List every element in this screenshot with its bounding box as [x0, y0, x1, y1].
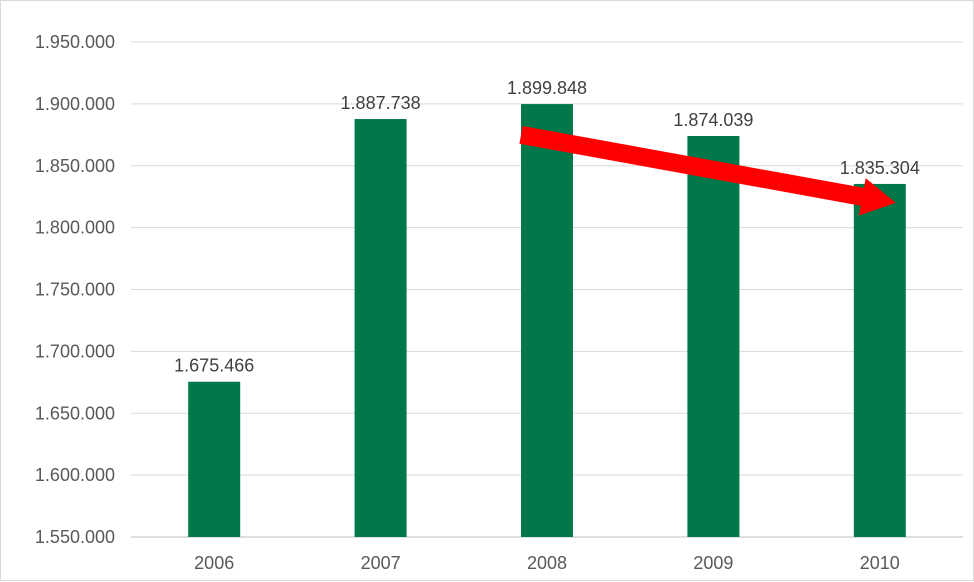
trend-arrow-annotation: [519, 126, 896, 216]
x-tick-label: 2010: [860, 553, 900, 573]
y-tick-label: 1.850.000: [35, 156, 115, 176]
trend-arrow: [519, 126, 896, 216]
data-label-2006: 1.675.466: [174, 356, 254, 376]
y-tick-label: 1.600.000: [35, 465, 115, 485]
bar-2010: [853, 183, 906, 538]
bar-2007: [354, 119, 407, 537]
data-label-2007: 1.887.738: [341, 93, 421, 113]
y-tick-label: 1.550.000: [35, 527, 115, 547]
y-tick-label: 1.750.000: [35, 280, 115, 300]
y-tick-label: 1.900.000: [35, 94, 115, 114]
x-tick-label: 2006: [194, 553, 234, 573]
bar-2006: [188, 381, 241, 537]
bar-2008: [521, 104, 573, 537]
x-tick-label: 2008: [527, 553, 567, 573]
bars: [188, 104, 906, 538]
x-tick-label: 2009: [693, 553, 733, 573]
y-tick-label: 1.800.000: [35, 218, 115, 238]
bar-2009: [687, 136, 740, 537]
y-tick-label: 1.700.000: [35, 341, 115, 361]
data-label-2008: 1.899.848: [507, 78, 587, 98]
x-axis-tick-labels: 2006 2007 2008 2009 2010: [194, 553, 900, 573]
data-label-2009: 1.874.039: [673, 110, 753, 130]
y-tick-label: 1.950.000: [35, 32, 115, 52]
data-label-2010: 1.835.304: [840, 158, 920, 178]
y-axis-tick-labels: 1.550.000 1.600.000 1.650.000 1.700.000 1.75…: [35, 32, 115, 547]
data-labels: 1.675.466 1.887.738 1.899.848 1.874.039 1.83…: [174, 78, 920, 376]
x-tick-label: 2007: [361, 553, 401, 573]
y-tick-label: 1.650.000: [35, 403, 115, 423]
